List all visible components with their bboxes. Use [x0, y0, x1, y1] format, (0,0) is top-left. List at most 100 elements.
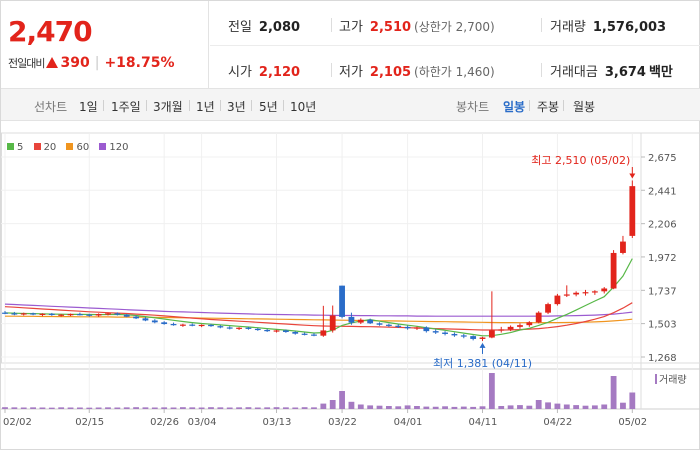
candle-body [255, 329, 261, 330]
volume-bar [217, 407, 223, 409]
candle-body [283, 330, 289, 332]
candle-body [545, 304, 551, 313]
x-tick-label: 03/13 [263, 417, 292, 428]
candle-body [536, 313, 542, 323]
volume-bar [302, 407, 308, 409]
candle-body [433, 331, 439, 332]
volume-bar [592, 405, 598, 409]
volume-bar [105, 407, 111, 409]
candle-body [2, 313, 8, 314]
candle-body [452, 334, 458, 335]
candle-body [133, 317, 139, 319]
volume-bar [58, 407, 64, 409]
candle-body [217, 326, 223, 327]
price-panel-frame [2, 133, 700, 363]
candle-body [555, 296, 561, 305]
volume-bar [536, 400, 542, 409]
volume-bar [386, 406, 392, 409]
candle-body [86, 315, 92, 316]
volume-bar [452, 407, 458, 409]
y-tick-label: 1,503 [648, 320, 677, 331]
candle-body [367, 320, 373, 324]
candle-body [208, 325, 214, 326]
candle-body [264, 330, 270, 331]
volume-bar [611, 376, 617, 409]
volume-bar [21, 408, 27, 410]
x-tick-label: 02/02 [3, 417, 32, 428]
volume-bar [180, 407, 186, 409]
candle-body [330, 315, 336, 330]
candle-body [395, 326, 401, 327]
candle-body [40, 314, 46, 315]
volume-bar [77, 408, 83, 410]
volume-bar [498, 406, 504, 409]
candle-body [105, 313, 111, 314]
x-tick-label: 04/01 [394, 417, 423, 428]
candle-body [77, 314, 83, 315]
candle-body [171, 324, 177, 325]
volume-bar [311, 407, 317, 409]
volume-bar [208, 407, 214, 409]
volume-bar [236, 407, 242, 409]
volume-bar [96, 408, 102, 410]
candle-body [11, 313, 17, 314]
volume-legend-swatch [655, 374, 657, 384]
candle-body [274, 330, 280, 331]
candle-body [620, 242, 626, 253]
candle-body [423, 327, 429, 331]
x-tick-label: 04/22 [543, 417, 572, 428]
candle-body [470, 336, 476, 339]
volume-bar [86, 408, 92, 409]
volume-bar [433, 407, 439, 409]
volume-bar [133, 407, 139, 409]
candle-body [601, 288, 607, 291]
candle-body [49, 314, 55, 315]
candle-body [629, 186, 635, 236]
candle-body [564, 294, 570, 295]
candle-body [189, 325, 195, 326]
volume-bar [320, 404, 326, 409]
y-tick-label: 1,268 [648, 353, 677, 364]
volume-bar [292, 408, 298, 410]
candle-body [349, 317, 355, 323]
x-tick-label: 02/26 [150, 417, 179, 428]
candle-body [152, 320, 158, 322]
volume-bar [11, 407, 17, 409]
volume-bar [555, 404, 561, 409]
volume-bar [395, 406, 401, 409]
candle-body [143, 318, 149, 320]
volume-bar [199, 408, 205, 410]
volume-bar [246, 407, 252, 409]
volume-bar [508, 405, 514, 409]
candle-body [302, 334, 308, 335]
y-tick-label: 1,737 [648, 286, 677, 297]
volume-bar [143, 407, 149, 409]
y-tick-label: 1,972 [648, 253, 677, 264]
volume-bar [573, 405, 579, 409]
candle-body [58, 315, 64, 316]
low-annotation: 최저 1,381 (04/11) [433, 357, 532, 370]
x-tick-label: 03/22 [328, 417, 357, 428]
candle-body [508, 327, 514, 330]
volume-bar [367, 405, 373, 409]
volume-bar [470, 407, 476, 409]
candle-body [377, 323, 383, 324]
volume-bar [545, 402, 551, 409]
candle-body [236, 328, 242, 329]
candle-body [180, 325, 186, 326]
volume-bar [68, 408, 74, 410]
y-tick-label: 2,206 [648, 220, 677, 231]
volume-bar [171, 408, 177, 410]
candle-body [480, 338, 486, 339]
volume-bar [49, 408, 55, 409]
candle-body [114, 313, 120, 314]
x-tick-label: 02/15 [75, 417, 104, 428]
candle-body [517, 325, 523, 327]
volume-bar [152, 408, 158, 410]
y-tick-label: 2,441 [648, 186, 677, 197]
volume-bar [124, 407, 130, 409]
candle-body [292, 332, 298, 334]
